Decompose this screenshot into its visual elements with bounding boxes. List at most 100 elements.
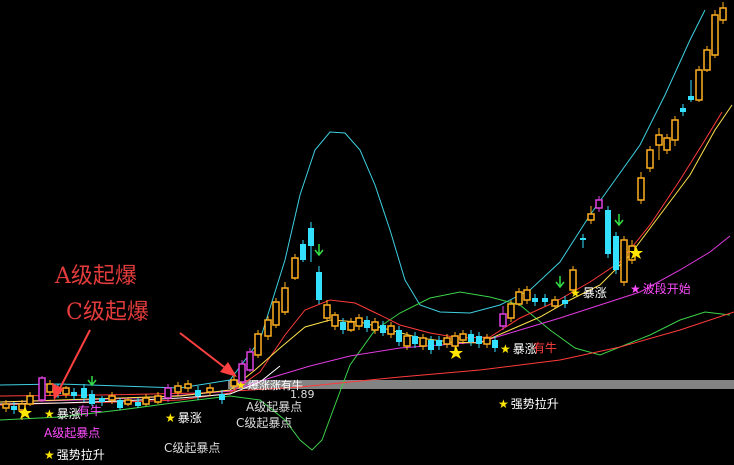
- candle-body: [219, 394, 225, 400]
- candle-body: [108, 395, 116, 401]
- candle-body: [195, 390, 201, 396]
- candle-body: [655, 134, 663, 146]
- star-icon: [18, 246, 643, 419]
- candle-body: [419, 337, 427, 347]
- baozhang-label-3: ★ 暴涨: [500, 342, 537, 356]
- candle-body: [46, 383, 54, 393]
- ma-white-line: [0, 365, 281, 405]
- youniu-label-left: 有牛: [78, 404, 103, 418]
- a-level-breakout-label: A级起爆: [55, 264, 137, 289]
- candle-body: [436, 340, 442, 346]
- candle-body: [281, 287, 289, 313]
- candle-body: [542, 298, 548, 302]
- candle-body: [308, 228, 314, 246]
- red-arrow-icon: [52, 329, 91, 400]
- candlesticks: [2, 2, 727, 420]
- youniu-label-right: 有牛: [533, 341, 558, 355]
- c-start-point-label-mid: C级起暴点: [236, 416, 293, 430]
- candle-body: [174, 385, 182, 393]
- c-level-breakout-label: C级起爆: [66, 300, 149, 325]
- star-icon: ★: [44, 407, 55, 421]
- candle-body: [476, 336, 482, 344]
- candle-body: [523, 289, 531, 301]
- candle-body: [11, 406, 17, 410]
- candle-body: [2, 403, 10, 409]
- candle-body: [403, 335, 411, 347]
- candle-body: [551, 299, 559, 307]
- boduan-label: ★ 波段开始: [630, 282, 691, 296]
- baozhang-overlap-label: ★ 爆涨涨有牛: [236, 379, 303, 392]
- candle-body: [580, 238, 586, 240]
- qiangshi-label-left: ★ 强势拉升: [44, 448, 105, 462]
- candle-body: [719, 7, 727, 21]
- a-start-point-label-mid: A级起暴点: [246, 400, 303, 414]
- candle-body: [468, 334, 474, 342]
- candle-body: [587, 213, 595, 221]
- candle-body: [371, 321, 379, 331]
- candle-body: [396, 330, 402, 342]
- qiangshi-label-right: ★ 强势拉升: [498, 397, 559, 411]
- candle-body: [81, 388, 87, 398]
- candle-body: [238, 363, 246, 383]
- candle-body: [230, 379, 238, 387]
- candle-body: [428, 340, 434, 350]
- candle-body: [264, 319, 272, 337]
- star-icon: ★: [500, 342, 511, 356]
- candle-body: [364, 320, 370, 328]
- candle-body: [340, 322, 346, 330]
- red-arrow-icon: [179, 332, 237, 377]
- candle-body: [515, 291, 523, 305]
- candle-body: [89, 394, 95, 404]
- candle-body: [595, 199, 603, 209]
- a-start-point-label-left: A级起暴点: [44, 426, 101, 440]
- candle-body: [99, 398, 105, 402]
- selection-band: [228, 380, 734, 389]
- star-icon: ★: [630, 282, 641, 296]
- candle-body: [412, 336, 418, 344]
- candle-body: [254, 333, 262, 356]
- baozhang-label-1: ★ 暴涨: [44, 407, 81, 421]
- candle-body: [71, 392, 77, 396]
- candle-body: [711, 14, 719, 56]
- candle-body: [532, 298, 538, 302]
- baozhang-label-2: ★ 暴涨: [165, 411, 202, 425]
- candle-body: [117, 400, 123, 408]
- candle-body: [492, 340, 498, 348]
- candle-body: [569, 269, 577, 291]
- candle-body: [663, 137, 671, 151]
- candle-body: [347, 321, 355, 331]
- candle-body: [331, 314, 339, 327]
- candle-body: [291, 257, 299, 279]
- candle-body: [620, 239, 628, 283]
- candle-body: [562, 300, 568, 304]
- baozhang-label-4: ★ 暴涨: [570, 286, 607, 300]
- candle-body: [451, 335, 459, 347]
- candle-body: [184, 383, 192, 389]
- star-icon: ★: [498, 397, 509, 411]
- candle-body: [62, 387, 70, 395]
- candle-body: [499, 313, 507, 327]
- candle-body: [483, 337, 491, 345]
- candle-body: [680, 108, 686, 112]
- candle-body: [300, 244, 306, 260]
- down-arrow-icon: [87, 214, 624, 387]
- candle-body: [443, 337, 451, 345]
- candle-body: [316, 272, 322, 300]
- candle-body: [605, 210, 611, 254]
- candle-body: [26, 395, 34, 405]
- candle-body: [703, 49, 711, 71]
- candle-body: [124, 399, 132, 405]
- ma-red-long-line: [0, 311, 734, 397]
- candle-body: [459, 333, 467, 341]
- candle-body: [380, 325, 386, 333]
- candle-body: [38, 377, 46, 401]
- star-icon: ★: [165, 411, 176, 425]
- candle-body: [671, 119, 679, 141]
- candle-body: [637, 177, 645, 201]
- candle-body: [613, 236, 619, 270]
- candle-body: [135, 402, 141, 406]
- candle-body: [142, 397, 150, 405]
- candle-body: [387, 325, 395, 335]
- candle-body: [695, 69, 703, 101]
